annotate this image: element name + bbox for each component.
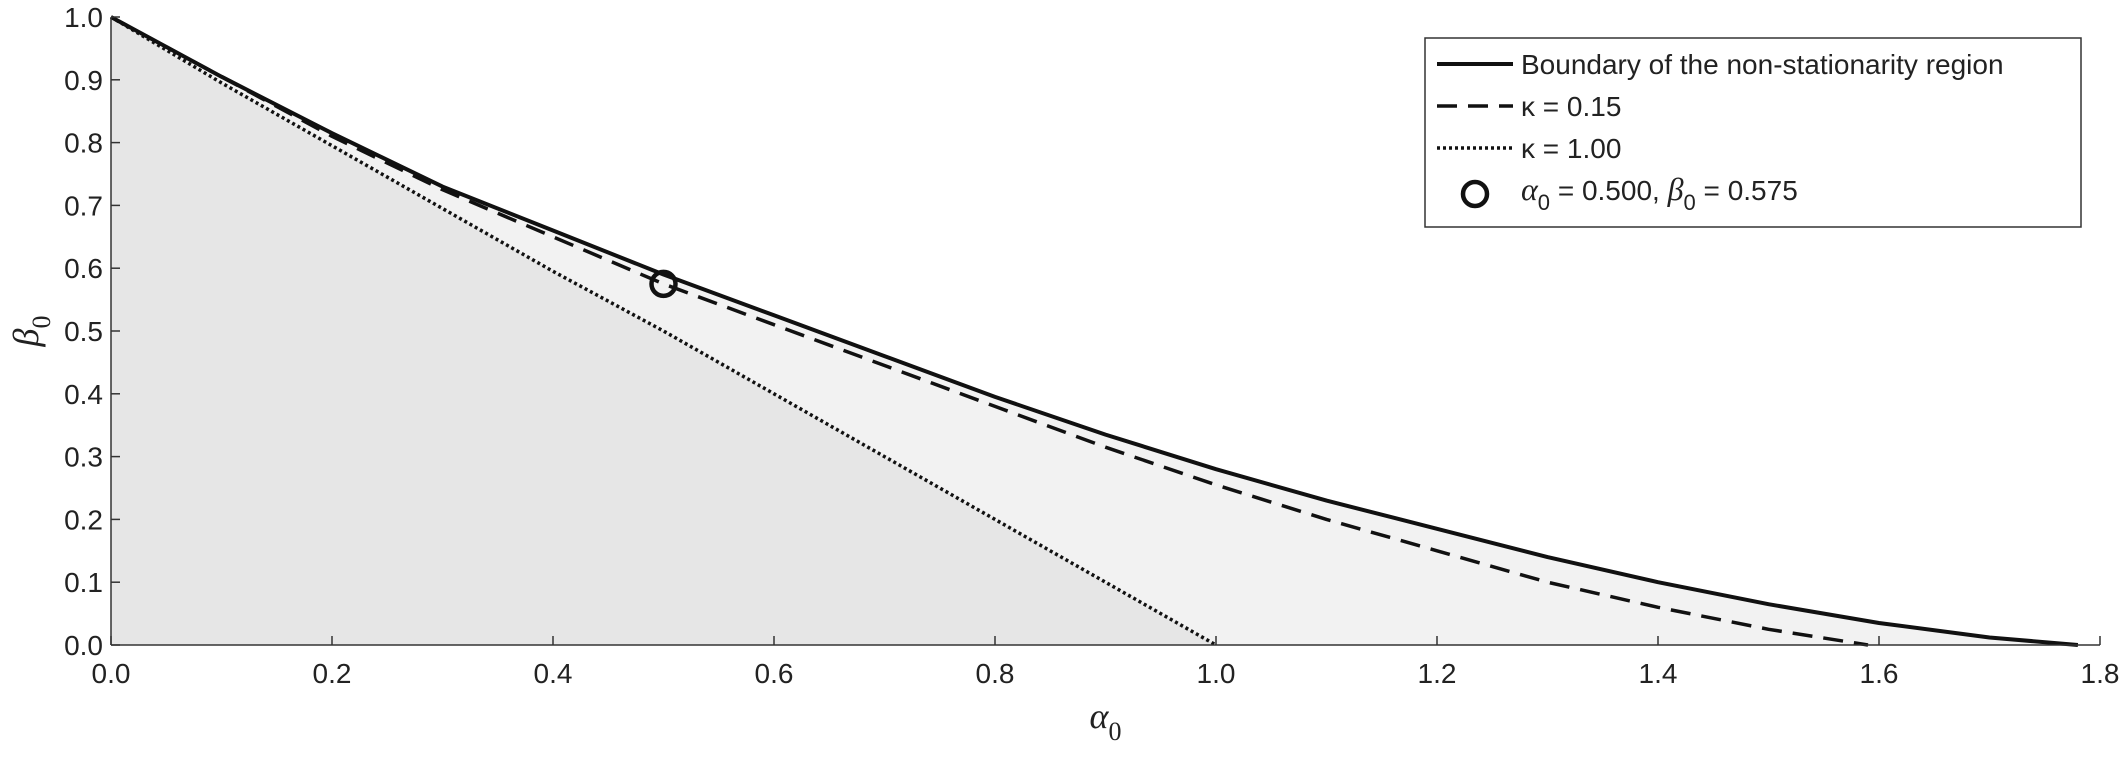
x-tick-label: 0.0 (92, 658, 131, 689)
legend-alpha-symbol: α (1521, 171, 1539, 207)
y-tick-label: 0.7 (64, 190, 103, 221)
legend-beta-value: = 0.575 (1696, 175, 1798, 206)
legend-marker-circle (1460, 179, 1490, 209)
y-tick-label: 0.0 (64, 630, 103, 661)
x-tick-label: 1.8 (2081, 658, 2120, 689)
x-axis-subscript: 0 (1108, 717, 1121, 746)
x-axis-ticks: 0.0 0.2 0.4 0.6 0.8 1.0 1.2 1.4 1.6 1.8 (92, 636, 2120, 689)
series-lines (110, 15, 2079, 647)
x-tick-label: 1.0 (1197, 658, 1236, 689)
y-tick-label: 1.0 (64, 2, 103, 33)
legend-label-marker: α0 = 0.500, β0 = 0.575 (1521, 171, 1798, 215)
y-tick-label: 0.5 (64, 316, 103, 347)
x-tick-label: 1.4 (1639, 658, 1678, 689)
series-boundary-line (110, 15, 2079, 647)
legend-alpha-value: = 0.500, (1550, 175, 1668, 206)
legend-label-kappa-015: κ = 0.15 (1521, 91, 1621, 122)
legend-label-kappa-100: κ = 1.00 (1521, 133, 1621, 164)
y-tick-label: 0.6 (64, 253, 103, 284)
y-tick-label: 0.9 (64, 65, 103, 96)
highlight-point-marker (649, 269, 678, 299)
legend-alpha-subscript: 0 (1538, 190, 1550, 215)
y-axis-symbol: β (6, 328, 46, 347)
y-tick-label: 0.8 (64, 128, 103, 159)
legend-beta-symbol: β (1667, 171, 1684, 207)
marker-layer (649, 269, 678, 299)
legend-box (1424, 37, 2082, 228)
x-tick-label: 0.4 (534, 658, 573, 689)
region-dark (111, 17, 1216, 645)
x-tick-label: 1.6 (1860, 658, 1899, 689)
y-tick-label: 0.3 (64, 442, 103, 473)
x-axis-symbol: α (1090, 696, 1110, 736)
y-tick-label: 0.2 (64, 504, 103, 535)
y-axis-title: β0 (6, 316, 56, 348)
shaded-regions (111, 17, 2078, 645)
x-tick-label: 0.2 (313, 658, 352, 689)
series-kappa-015-line (110, 15, 1869, 647)
x-tick-label: 0.6 (755, 658, 794, 689)
y-axis-subscript: 0 (27, 316, 56, 329)
legend: Boundary of the non-stationarity region … (1424, 37, 2082, 228)
x-tick-label: 0.8 (976, 658, 1015, 689)
x-axis-title: α0 (1090, 696, 1122, 746)
legend-beta-subscript: 0 (1684, 190, 1696, 215)
y-tick-label: 0.1 (64, 567, 103, 598)
y-tick-label: 0.4 (64, 379, 103, 410)
legend-label-boundary: Boundary of the non-stationarity region (1521, 49, 2004, 80)
x-tick-label: 1.2 (1418, 658, 1457, 689)
y-axis-ticks: 0.0 0.1 0.2 0.3 0.4 0.5 0.6 0.7 0.8 0.9 1.0 (64, 2, 120, 661)
